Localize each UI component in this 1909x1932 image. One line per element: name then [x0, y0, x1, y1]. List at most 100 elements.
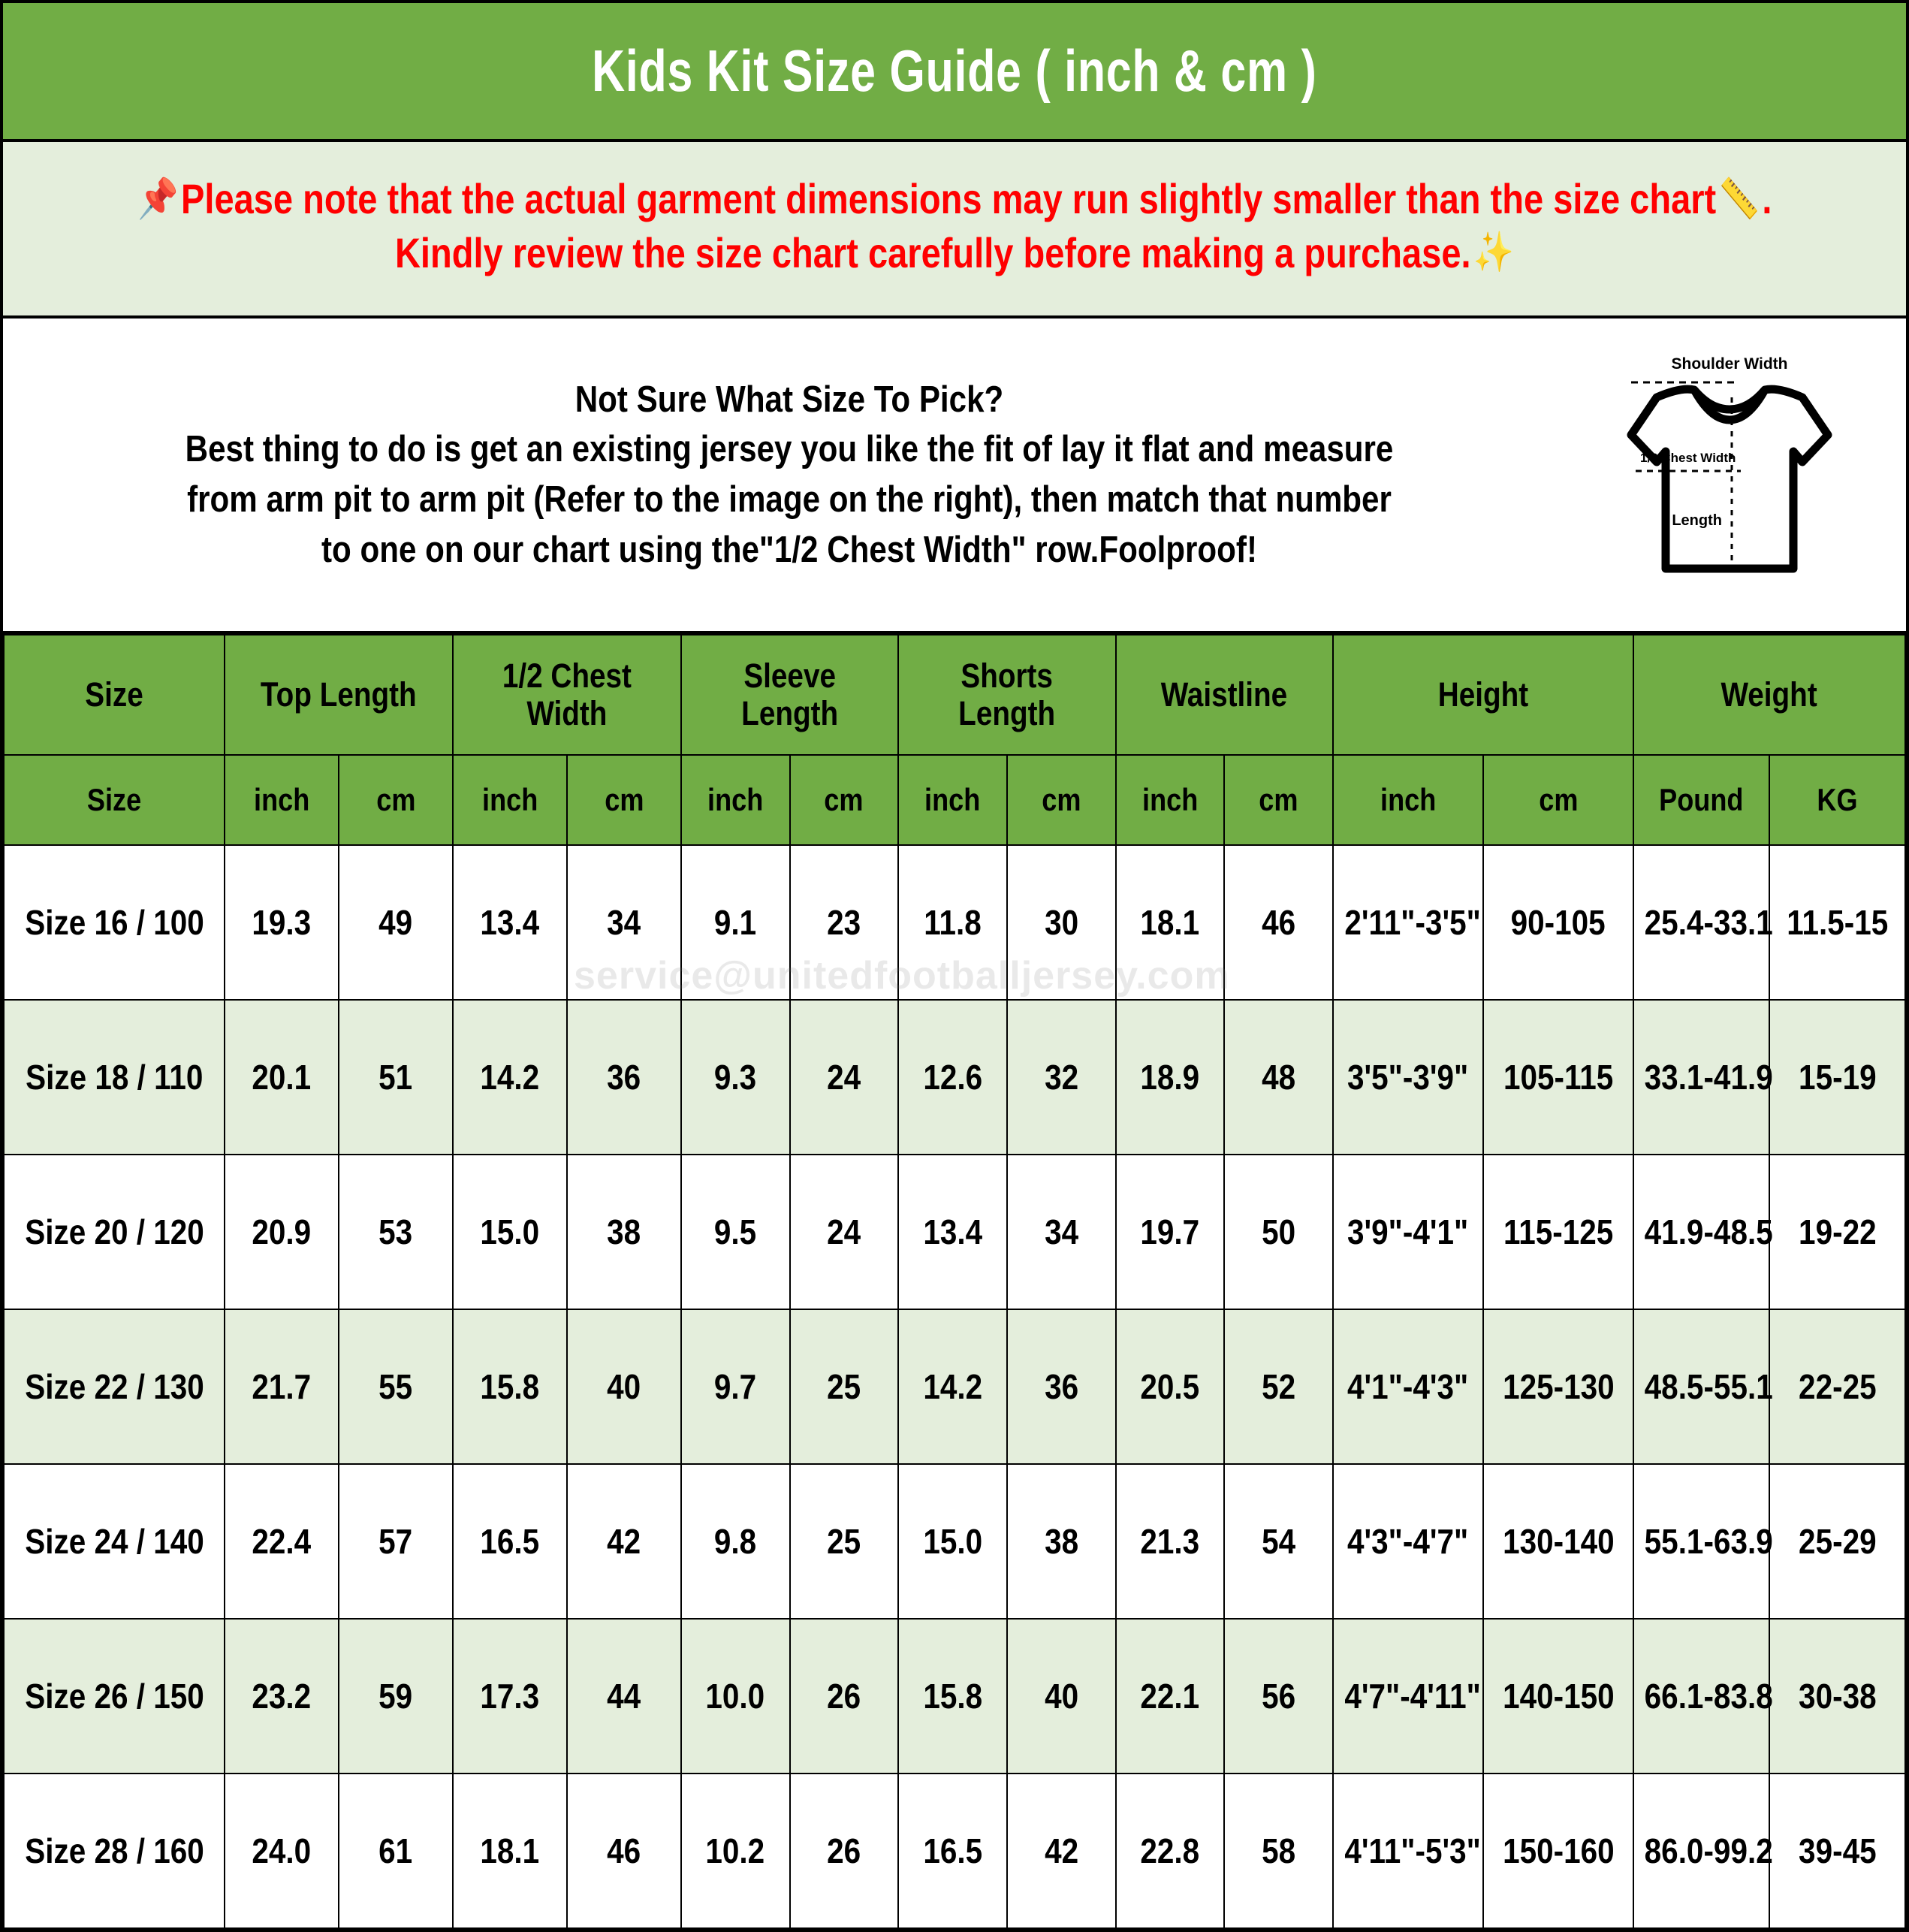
measurement-cell: 22-25	[1768, 1309, 1907, 1465]
column-unit-header-label: Size	[86, 782, 142, 817]
cell-value: 10.2	[705, 1831, 765, 1870]
warning-line-1-text: Please note that the actual garment dime…	[180, 174, 1716, 222]
measurement-cell: 23	[789, 844, 900, 1001]
measurement-cell: 53	[338, 1154, 454, 1310]
column-unit-header: cm	[1482, 754, 1635, 846]
cell-value: 15.8	[923, 1677, 982, 1716]
column-unit-header: cm	[338, 754, 454, 846]
table-row: Size 16 / 100 19.3 49 13.4 34 9.1 23 11.8 30 18.1…	[2, 844, 1907, 1001]
cell-value: 30-38	[1798, 1677, 1877, 1716]
column-unit-header-label: inch	[254, 782, 310, 817]
column-group-header-label: Waistline	[1160, 675, 1288, 714]
measurement-cell: 3'5"-3'9"	[1331, 999, 1485, 1155]
column-unit-header: inch	[1331, 754, 1485, 846]
column-group-header: Weight	[1633, 634, 1906, 756]
measurement-cell: 58	[1223, 1773, 1334, 1929]
cell-value: 115-125	[1503, 1212, 1614, 1251]
cell-value: 25-29	[1798, 1522, 1877, 1561]
cell-value: 36	[607, 1058, 641, 1097]
column-unit-header-label: cm	[1538, 782, 1579, 817]
measurement-cell: 50	[1223, 1154, 1334, 1310]
measurement-cell: 25.4-33.1	[1633, 844, 1773, 1001]
cell-value: 3'9"-4'1"	[1347, 1212, 1469, 1251]
measurement-cell: 49	[338, 844, 454, 1001]
column-unit-header: cm	[789, 754, 900, 846]
cell-value: 23	[827, 903, 861, 942]
cell-value: 9.8	[714, 1522, 757, 1561]
measurement-cell: 25-29	[1768, 1463, 1907, 1620]
column-unit-header: inch	[452, 754, 568, 846]
measurement-cell: 15.0	[897, 1463, 1008, 1620]
measurement-cell: 4'1"-4'3"	[1331, 1309, 1485, 1465]
measurement-cell: 42	[1006, 1773, 1117, 1929]
column-unit-header: cm	[1223, 754, 1334, 846]
cell-value: 15.0	[480, 1212, 540, 1251]
warning-line-1: 📌 Please note that the actual garment dim…	[137, 172, 1772, 226]
cell-value: 46	[1262, 903, 1296, 942]
measurement-cell: 9.8	[680, 1463, 791, 1620]
column-unit-header-label: cm	[1042, 782, 1081, 817]
pin-icon: 📌	[137, 177, 179, 221]
cell-value: 55.1-63.9	[1644, 1522, 1773, 1561]
cell-value: 25	[827, 1522, 861, 1561]
table-head: Size Top Length 1/2 Chest Width Sleeve Leng…	[2, 634, 1907, 846]
column-group-header-label: Sleeve Length	[741, 656, 838, 732]
measurement-cell: 15.8	[452, 1309, 568, 1465]
sparkles-icon: ✨	[1473, 231, 1515, 275]
cell-value: 61	[378, 1831, 413, 1870]
warning-line-2-text: Kindly review the size chart carefully b…	[394, 228, 1471, 276]
measurement-cell: 19-22	[1768, 1154, 1907, 1310]
measurement-cell: 18.1	[452, 1773, 568, 1929]
table-unit-header-row: Size inch cm inch cm inch cm inch cm inch cm inch cm…	[2, 754, 1907, 846]
measurement-cell: 51	[338, 999, 454, 1155]
measurement-cell: 86.0-99.2	[1633, 1773, 1773, 1929]
cell-value: 23.2	[252, 1677, 312, 1716]
cell-value: 42	[607, 1522, 641, 1561]
measurement-cell: 40	[565, 1309, 682, 1465]
cell-value: 58	[1262, 1831, 1296, 1870]
column-group-header-label: 1/2 Chest Width	[502, 656, 632, 732]
measurement-cell: 10.2	[680, 1773, 791, 1929]
measurement-cell: 32	[1006, 999, 1117, 1155]
table-row: Size 20 / 120 20.9 53 15.0 38 9.5 24 13.4 34 19.7…	[2, 1154, 1907, 1310]
measurement-cell: 9.1	[680, 844, 791, 1001]
cell-value: 20.1	[252, 1058, 312, 1097]
size-label-cell: Size 24 / 140	[2, 1463, 226, 1620]
cell-value: 17.3	[480, 1677, 540, 1716]
cell-value: 16.5	[923, 1831, 982, 1870]
measurement-cell: 36	[1006, 1309, 1117, 1465]
measurement-cell: 125-130	[1482, 1309, 1635, 1465]
cell-value: 44	[607, 1677, 641, 1716]
cell-value: 10.0	[705, 1677, 765, 1716]
table-row: Size 24 / 140 22.4 57 16.5 42 9.8 25 15.0 38 21.3…	[2, 1463, 1907, 1620]
size-chart-table: Size Top Length 1/2 Chest Width Sleeve Leng…	[2, 634, 1907, 1929]
table-row: Size 22 / 130 21.7 55 15.8 40 9.7 25 14.2 36 20.5…	[2, 1309, 1907, 1465]
cell-value: Size 20 / 120	[24, 1212, 204, 1251]
measurement-cell: 3'9"-4'1"	[1331, 1154, 1485, 1310]
cell-value: Size 28 / 160	[24, 1831, 204, 1870]
measurement-cell: 14.2	[452, 999, 568, 1155]
ruler-icon: 📏	[1718, 177, 1760, 221]
cell-value: 50	[1262, 1212, 1296, 1251]
measurement-cell: 34	[565, 844, 682, 1001]
measurement-cell: 13.4	[452, 844, 568, 1001]
column-group-header: Waistline	[1114, 634, 1334, 756]
measurement-cell: 55	[338, 1309, 454, 1465]
cell-value: 26	[827, 1831, 861, 1870]
measurement-cell: 16.5	[897, 1773, 1008, 1929]
measurement-cell: 18.9	[1114, 999, 1226, 1155]
measurement-cell: 48.5-55.1	[1633, 1309, 1773, 1465]
cell-value: 38	[607, 1212, 641, 1251]
column-unit-header: Size	[2, 754, 226, 846]
cell-value: 55	[378, 1367, 413, 1406]
cell-value: 24.0	[252, 1831, 312, 1870]
cell-value: 14.2	[480, 1058, 540, 1097]
measurement-cell: 46	[1223, 844, 1334, 1001]
column-unit-header: inch	[680, 754, 791, 846]
column-group-header: 1/2 Chest Width	[452, 634, 682, 756]
cell-value: 57	[378, 1522, 413, 1561]
cell-value: 4'11"-5'3"	[1344, 1831, 1481, 1870]
table-row: Size 28 / 160 24.0 61 18.1 46 10.2 26 16.5 42 22.…	[2, 1773, 1907, 1929]
measurement-cell: 30	[1006, 844, 1117, 1001]
